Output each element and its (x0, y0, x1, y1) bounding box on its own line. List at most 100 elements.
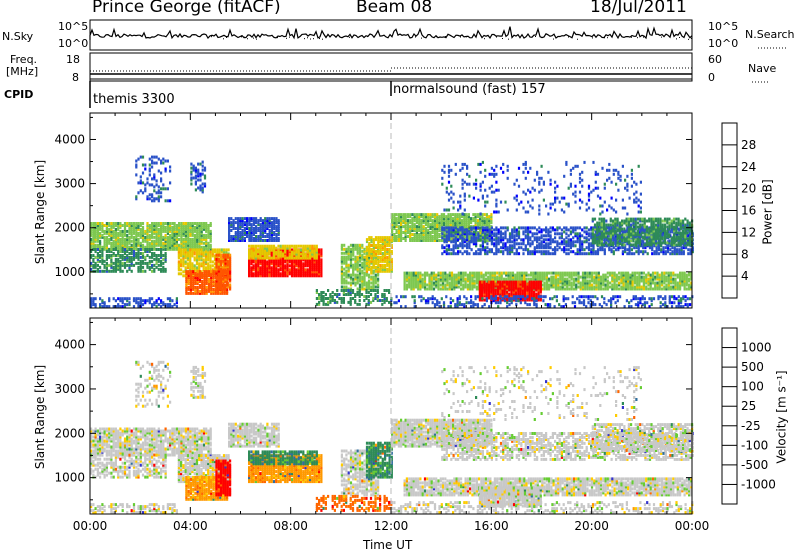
power-cell (421, 277, 424, 281)
power-cell (189, 262, 192, 266)
power-cell (110, 231, 113, 235)
power-cell (237, 217, 240, 221)
power-cell (448, 281, 451, 285)
power-cell (110, 233, 113, 237)
power-cell (103, 235, 106, 239)
power-cell (268, 262, 271, 266)
power-cell (101, 229, 104, 233)
power-cell (192, 278, 195, 281)
power-cell (177, 252, 180, 256)
power-cell (299, 244, 303, 248)
power-cell (402, 213, 405, 217)
power-cell (191, 245, 194, 249)
power-cell (119, 265, 122, 269)
power-cell (259, 248, 262, 252)
power-cell (295, 260, 298, 264)
power-cell (218, 250, 221, 254)
power-cell (189, 252, 192, 256)
power-cell (270, 258, 273, 262)
power-cell (135, 248, 138, 251)
power-cell (117, 243, 120, 247)
power-cell (213, 268, 217, 272)
power-cell (447, 252, 451, 256)
power-cell (218, 262, 221, 266)
power-cell (201, 274, 204, 277)
power-cell (144, 248, 147, 251)
power-cell (295, 250, 298, 254)
power-cell (157, 239, 160, 243)
power-cell (266, 262, 269, 266)
power-cell (275, 256, 278, 260)
power-cell (475, 285, 478, 289)
power-cell (205, 274, 208, 277)
power-cell (171, 239, 174, 243)
power-cell (543, 281, 546, 285)
power-cell (146, 248, 149, 251)
power-cell (99, 243, 102, 247)
power-cell (320, 252, 323, 256)
power-cell (128, 248, 131, 251)
power-cell (250, 254, 253, 258)
power-cell (207, 258, 210, 262)
power-cell (263, 266, 266, 270)
power-cell (196, 272, 199, 275)
power-cell (153, 227, 156, 231)
power-cell (487, 280, 490, 284)
power-cell (215, 275, 218, 279)
power-cell (446, 287, 449, 291)
power-cell (229, 265, 232, 269)
power-cell (275, 272, 278, 276)
power-cell (304, 252, 307, 256)
power-cell (281, 262, 285, 266)
power-cell (261, 219, 264, 223)
nsearch-point (289, 36, 290, 38)
power-cell (397, 225, 400, 229)
power-cell (92, 259, 95, 263)
power-cell (640, 285, 643, 289)
power-cell (248, 217, 251, 221)
power-cell (446, 273, 449, 277)
power-cell (527, 273, 530, 277)
power-cell (196, 243, 199, 247)
power-cell (483, 213, 486, 217)
power-cell (105, 227, 108, 231)
power-cell (402, 225, 405, 229)
power-cell (166, 224, 169, 227)
power-cell (137, 255, 140, 259)
power-cell (349, 247, 353, 251)
power-cell (311, 274, 314, 278)
power-cell (252, 266, 255, 270)
power-cell (277, 274, 280, 278)
power-cell (187, 231, 190, 235)
power-cell (137, 231, 140, 235)
power-cell (259, 274, 262, 278)
power-cell (198, 222, 201, 225)
power-cell (559, 285, 562, 289)
power-cell (228, 223, 231, 227)
power-cell (459, 234, 462, 238)
power-cell (130, 269, 133, 273)
power-cell (257, 256, 260, 260)
power-cell (290, 260, 294, 264)
power-cell (94, 269, 97, 273)
power-cell (243, 221, 246, 225)
power-cell (270, 272, 273, 276)
power-cell (263, 248, 266, 252)
nsearch-point (460, 36, 461, 38)
power-cell (194, 166, 197, 170)
power-cell (121, 224, 124, 227)
power-cell (180, 231, 183, 235)
power-cell (302, 246, 305, 250)
power-cell (395, 213, 398, 217)
power-cell (469, 271, 472, 275)
power-cell (110, 254, 113, 257)
power-cell (201, 164, 204, 168)
power-cell (255, 235, 258, 238)
power-cell (202, 262, 205, 266)
power-cell (264, 239, 267, 242)
power-cell (439, 283, 442, 287)
power-cell (103, 237, 106, 241)
power-cell (191, 225, 194, 229)
power-cell (192, 285, 195, 289)
power-cell (299, 270, 303, 274)
